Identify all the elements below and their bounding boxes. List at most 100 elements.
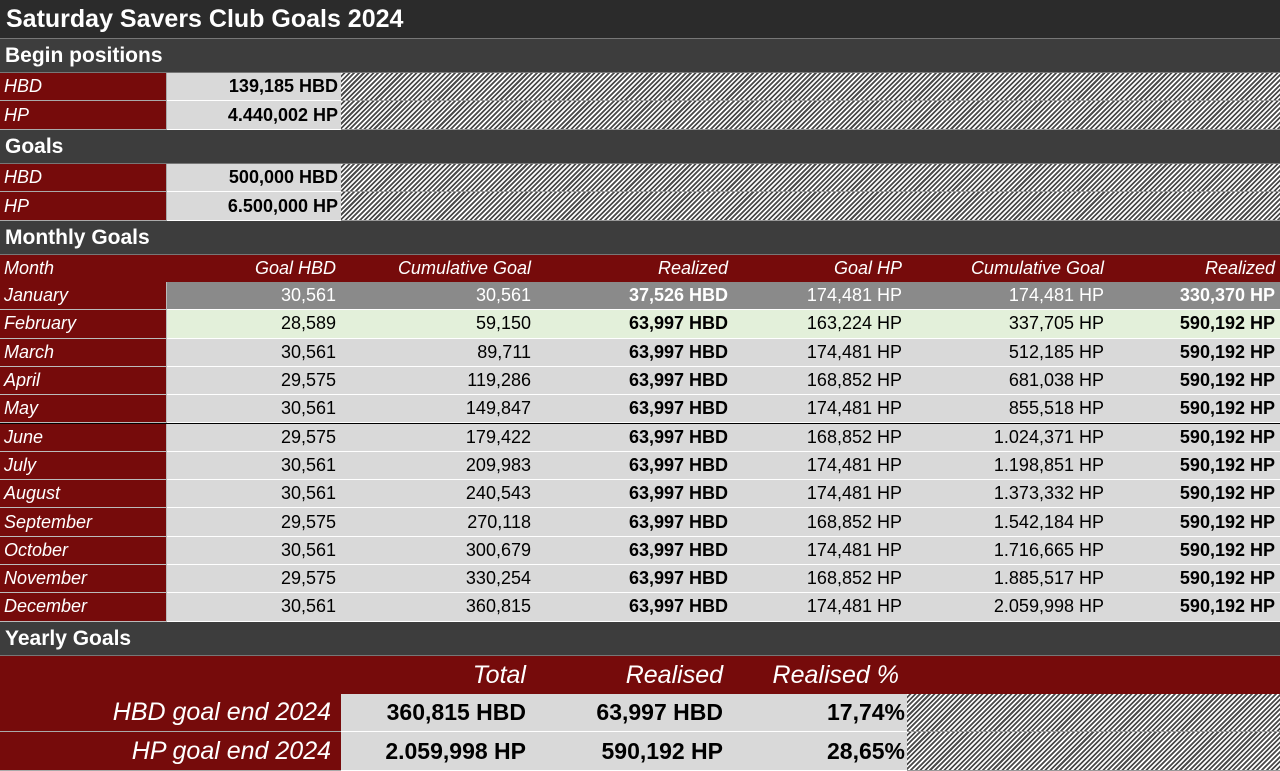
realized-hbd-cell[interactable]: 63,997 HBD — [536, 508, 733, 537]
goal-hbd-cell[interactable]: 29,575 — [167, 423, 341, 452]
begin-hbd-label[interactable]: HBD — [0, 73, 167, 101]
header-cumulative-hp[interactable]: Cumulative Goal — [907, 255, 1109, 282]
cumulative-hbd-cell[interactable]: 179,422 — [341, 423, 536, 452]
realized-hbd-cell[interactable]: 63,997 HBD — [536, 366, 733, 396]
cumulative-hp-cell[interactable]: 512,185 HP — [907, 338, 1109, 367]
goal-hp-label[interactable]: HP — [0, 192, 167, 221]
goal-hbd-cell[interactable]: 29,575 — [167, 508, 341, 537]
cumulative-hbd-cell[interactable]: 209,983 — [341, 451, 536, 481]
goals-heading[interactable]: Goals — [0, 130, 1280, 164]
cumulative-hbd-cell[interactable]: 89,711 — [341, 338, 536, 367]
yearly-hp-pct[interactable]: 28,65% — [733, 732, 907, 771]
month-name-cell[interactable]: December — [0, 593, 167, 622]
begin-positions-heading[interactable]: Begin positions — [0, 39, 1280, 73]
goal-hbd-cell[interactable]: 30,561 — [167, 338, 341, 367]
realized-hbd-cell[interactable]: 63,997 HBD — [536, 423, 733, 452]
month-name-cell[interactable]: October — [0, 536, 167, 565]
realized-hp-cell[interactable]: 590,192 HP — [1109, 593, 1280, 622]
header-goal-hp[interactable]: Goal HP — [733, 255, 907, 282]
realized-hp-cell[interactable]: 590,192 HP — [1109, 480, 1280, 509]
realized-hbd-cell[interactable]: 63,997 HBD — [536, 338, 733, 367]
goal-hbd-cell[interactable]: 30,561 — [167, 282, 341, 311]
cumulative-hp-cell[interactable]: 681,038 HP — [907, 366, 1109, 396]
yearly-hp-total[interactable]: 2.059,998 HP — [341, 732, 536, 771]
goal-hp-cell[interactable]: 174,481 HP — [733, 480, 907, 509]
month-name-cell[interactable]: February — [0, 310, 167, 339]
cumulative-hbd-cell[interactable]: 30,561 — [341, 282, 536, 311]
begin-hbd-value[interactable]: 139,185 HBD — [167, 73, 341, 101]
yearly-header-realised-pct[interactable]: Realised % — [733, 656, 907, 694]
cumulative-hbd-cell[interactable]: 149,847 — [341, 395, 536, 424]
header-month[interactable]: Month — [0, 255, 167, 282]
cumulative-hbd-cell[interactable]: 300,679 — [341, 536, 536, 565]
goal-hp-cell[interactable]: 168,852 HP — [733, 508, 907, 537]
cumulative-hp-cell[interactable]: 1.198,851 HP — [907, 451, 1109, 481]
realized-hp-cell[interactable]: 590,192 HP — [1109, 338, 1280, 367]
month-name-cell[interactable]: April — [0, 366, 167, 396]
yearly-hp-label[interactable]: HP goal end 2024 — [0, 732, 341, 771]
goal-hp-cell[interactable]: 174,481 HP — [733, 395, 907, 424]
yearly-hp-realised[interactable]: 590,192 HP — [536, 732, 733, 771]
header-realized-hbd[interactable]: Realized — [536, 255, 733, 282]
month-name-cell[interactable]: June — [0, 423, 167, 452]
month-name-cell[interactable]: May — [0, 395, 167, 424]
cumulative-hp-cell[interactable]: 1.885,517 HP — [907, 565, 1109, 594]
realized-hbd-cell[interactable]: 63,997 HBD — [536, 395, 733, 424]
sheet-title[interactable]: Saturday Savers Club Goals 2024 — [0, 0, 1280, 39]
yearly-header-realised[interactable]: Realised — [536, 656, 733, 694]
monthly-goals-heading[interactable]: Monthly Goals — [0, 221, 1280, 255]
goal-hbd-cell[interactable]: 30,561 — [167, 451, 341, 481]
realized-hp-cell[interactable]: 590,192 HP — [1109, 508, 1280, 537]
begin-hp-label[interactable]: HP — [0, 101, 167, 130]
realized-hp-cell[interactable]: 590,192 HP — [1109, 565, 1280, 594]
goal-hbd-cell[interactable]: 28,589 — [167, 310, 341, 339]
cumulative-hbd-cell[interactable]: 59,150 — [341, 310, 536, 339]
cumulative-hp-cell[interactable]: 855,518 HP — [907, 395, 1109, 424]
realized-hbd-cell[interactable]: 63,997 HBD — [536, 593, 733, 622]
realized-hp-cell[interactable]: 590,192 HP — [1109, 423, 1280, 452]
month-name-cell[interactable]: November — [0, 565, 167, 594]
goal-hp-cell[interactable]: 174,481 HP — [733, 536, 907, 565]
realized-hp-cell[interactable]: 330,370 HP — [1109, 282, 1280, 311]
goal-hbd-cell[interactable]: 30,561 — [167, 395, 341, 424]
goal-hp-cell[interactable]: 163,224 HP — [733, 310, 907, 339]
goal-hbd-cell[interactable]: 30,561 — [167, 593, 341, 622]
header-realized-hp[interactable]: Realized — [1109, 255, 1280, 282]
cumulative-hp-cell[interactable]: 1.373,332 HP — [907, 480, 1109, 509]
cumulative-hp-cell[interactable]: 2.059,998 HP — [907, 593, 1109, 622]
yearly-hbd-realised[interactable]: 63,997 HBD — [536, 694, 733, 732]
cumulative-hbd-cell[interactable]: 240,543 — [341, 480, 536, 509]
cumulative-hbd-cell[interactable]: 360,815 — [341, 593, 536, 622]
cumulative-hbd-cell[interactable]: 119,286 — [341, 366, 536, 396]
realized-hp-cell[interactable]: 590,192 HP — [1109, 310, 1280, 339]
yearly-hbd-label[interactable]: HBD goal end 2024 — [0, 694, 341, 732]
goal-hbd-value[interactable]: 500,000 HBD — [167, 164, 341, 192]
header-cumulative-hbd[interactable]: Cumulative Goal — [341, 255, 536, 282]
month-name-cell[interactable]: March — [0, 338, 167, 367]
realized-hbd-cell[interactable]: 63,997 HBD — [536, 536, 733, 565]
goal-hbd-cell[interactable]: 30,561 — [167, 536, 341, 565]
goal-hbd-cell[interactable]: 29,575 — [167, 366, 341, 396]
month-name-cell[interactable]: August — [0, 480, 167, 509]
yearly-goals-heading[interactable]: Yearly Goals — [0, 622, 1280, 656]
cumulative-hbd-cell[interactable]: 270,118 — [341, 508, 536, 537]
cumulative-hp-cell[interactable]: 174,481 HP — [907, 282, 1109, 311]
cumulative-hp-cell[interactable]: 1.716,665 HP — [907, 536, 1109, 565]
cumulative-hp-cell[interactable]: 1.024,371 HP — [907, 423, 1109, 452]
realized-hbd-cell[interactable]: 63,997 HBD — [536, 480, 733, 509]
begin-hp-value[interactable]: 4.440,002 HP — [167, 101, 341, 130]
goal-hp-cell[interactable]: 168,852 HP — [733, 423, 907, 452]
realized-hbd-cell[interactable]: 63,997 HBD — [536, 310, 733, 339]
realized-hp-cell[interactable]: 590,192 HP — [1109, 536, 1280, 565]
yearly-hbd-pct[interactable]: 17,74% — [733, 694, 907, 732]
realized-hp-cell[interactable]: 590,192 HP — [1109, 451, 1280, 481]
goal-hp-cell[interactable]: 168,852 HP — [733, 565, 907, 594]
cumulative-hbd-cell[interactable]: 330,254 — [341, 565, 536, 594]
goal-hp-cell[interactable]: 174,481 HP — [733, 451, 907, 481]
goal-hp-cell[interactable]: 168,852 HP — [733, 366, 907, 396]
header-goal-hbd[interactable]: Goal HBD — [167, 255, 341, 282]
month-name-cell[interactable]: September — [0, 508, 167, 537]
goal-hbd-cell[interactable]: 29,575 — [167, 565, 341, 594]
realized-hp-cell[interactable]: 590,192 HP — [1109, 395, 1280, 424]
yearly-header-total[interactable]: Total — [341, 656, 536, 694]
